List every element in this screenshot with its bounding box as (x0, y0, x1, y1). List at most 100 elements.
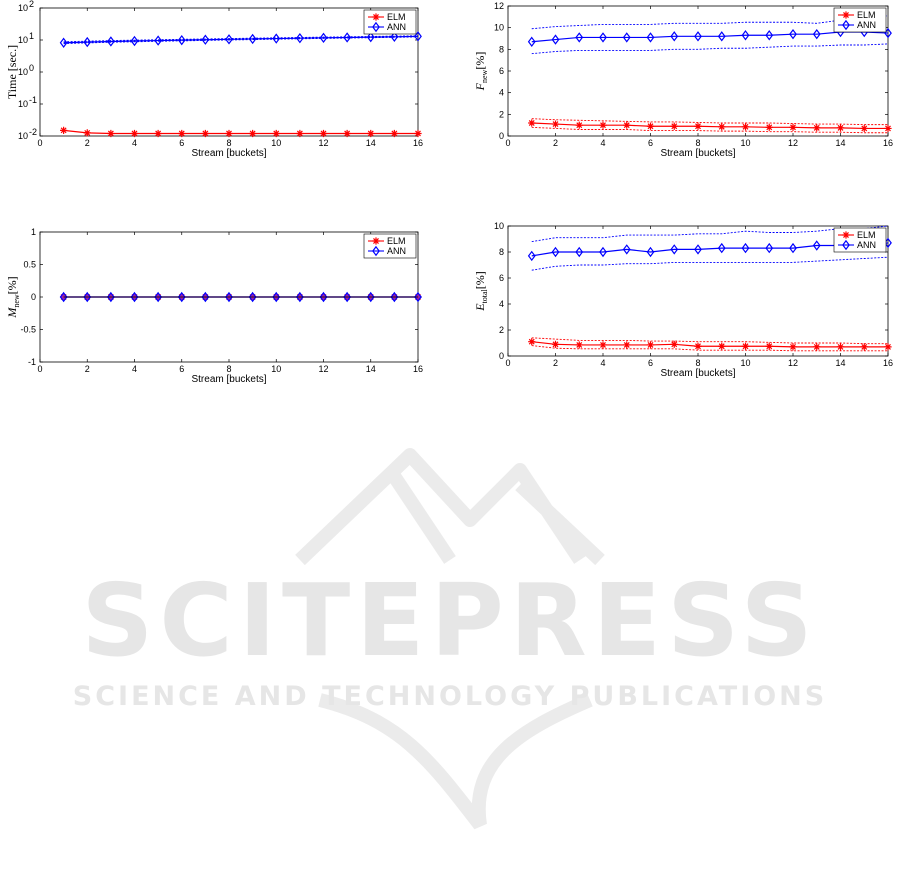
y-tick-label: 8 (499, 247, 504, 257)
x-tick-label: 14 (366, 138, 376, 148)
x-tick-label: 16 (413, 138, 423, 148)
y-axis-label: Mnew[%] (5, 276, 21, 318)
plot-box (39, 7, 419, 137)
ann-point (765, 242, 774, 254)
ann-point (765, 30, 774, 41)
ann-point (622, 32, 631, 43)
elm-point (813, 343, 821, 351)
elm-point (372, 13, 380, 21)
x-tick-label: 4 (132, 364, 137, 374)
x-tick-label: 0 (37, 364, 42, 374)
y-axis-label: Fnew[%] (473, 52, 489, 92)
ann-line (531, 242, 889, 257)
ann-point (622, 244, 631, 255)
elm-point (789, 123, 797, 131)
y-tick-label: 1 (31, 227, 36, 237)
elm-point (296, 129, 304, 138)
ann-point (366, 31, 375, 43)
watermark-brand: SCITEPRESS (81, 562, 818, 679)
x-axis-label: Stream [buckets] (191, 148, 266, 159)
ann-point (59, 37, 68, 48)
elm-line (531, 341, 888, 348)
ann-band-lower (531, 256, 889, 271)
watermark-logo-swoosh (295, 448, 605, 566)
elm-band-lower (531, 345, 888, 352)
elm-point (599, 121, 607, 129)
x-tick-label: 8 (695, 358, 700, 368)
elm-point (575, 341, 583, 349)
ann-point (551, 34, 560, 45)
x-tick-label: 10 (740, 358, 750, 368)
legend-box (833, 7, 887, 33)
y-tick-label: 0 (31, 292, 36, 302)
y-tick-label: 10 (18, 67, 28, 77)
x-tick-label: 0 (505, 358, 510, 368)
elm-point (528, 119, 536, 127)
x-tick-label: 6 (648, 138, 653, 148)
ann-point (789, 28, 797, 40)
elm-point (646, 122, 655, 130)
elm-line (63, 129, 418, 135)
ann-point (599, 246, 607, 258)
y-tick-label: 6 (499, 66, 504, 76)
ann-point (319, 32, 328, 44)
y-tick-label: 10 (18, 131, 28, 141)
y-tick-label-exponent: 2 (29, 0, 34, 9)
y-tick-label: 0 (499, 351, 504, 361)
x-axis-label: Stream [buckets] (660, 368, 735, 379)
y-axis-label: Etotal[%] (473, 271, 489, 312)
ann-point (717, 242, 726, 254)
legend-label-elm: ELM (387, 236, 406, 246)
ann-point (694, 31, 702, 42)
elm-point (860, 343, 868, 351)
x-tick-label: 14 (835, 358, 845, 368)
x-axis-label: Stream [buckets] (660, 148, 735, 159)
ann-point (372, 245, 380, 257)
legend-label-elm: ELM (857, 230, 876, 240)
x-tick-label: 6 (648, 358, 653, 368)
elm-point (249, 129, 257, 138)
ann-point (390, 31, 399, 42)
ann-point (201, 34, 210, 45)
ann-point (646, 32, 655, 43)
y-tick-label: 10 (18, 99, 28, 109)
ann-line (63, 35, 419, 44)
elm-point (178, 129, 186, 138)
elm-point (765, 342, 773, 350)
x-tick-label: 4 (132, 138, 137, 148)
legend-box (363, 233, 417, 259)
y-tick-label-exponent: -1 (29, 95, 37, 105)
elm-point (741, 342, 750, 350)
elm-point (575, 121, 583, 129)
y-tick-label: 2 (499, 109, 504, 119)
x-tick-label: 0 (505, 138, 510, 148)
ann-point (372, 21, 380, 33)
y-tick-label: 6 (499, 273, 504, 283)
x-tick-label: 0 (37, 138, 42, 148)
elm-point (372, 237, 380, 245)
ann-point (741, 242, 750, 254)
legend-box (833, 227, 887, 253)
x-tick-label: 14 (835, 138, 845, 148)
elm-point (272, 129, 280, 138)
plot-box (507, 5, 889, 137)
x-tick-label: 10 (271, 364, 281, 374)
elm-point (201, 129, 209, 138)
ann-point (599, 32, 607, 43)
series-ann (527, 15, 892, 55)
elm-point (860, 124, 868, 133)
y-tick-label: 4 (499, 299, 504, 309)
x-tick-label: 6 (179, 138, 184, 148)
series-elm (60, 126, 422, 138)
elm-point (765, 123, 773, 131)
x-tick-label: 4 (600, 358, 605, 368)
x-tick-label: 6 (179, 364, 184, 374)
elm-point (884, 343, 892, 351)
elm-point (623, 341, 631, 349)
ann-point (83, 36, 92, 48)
ann-point (842, 239, 850, 251)
legend-label-ann: ANN (857, 240, 876, 250)
elm-point (154, 129, 162, 138)
